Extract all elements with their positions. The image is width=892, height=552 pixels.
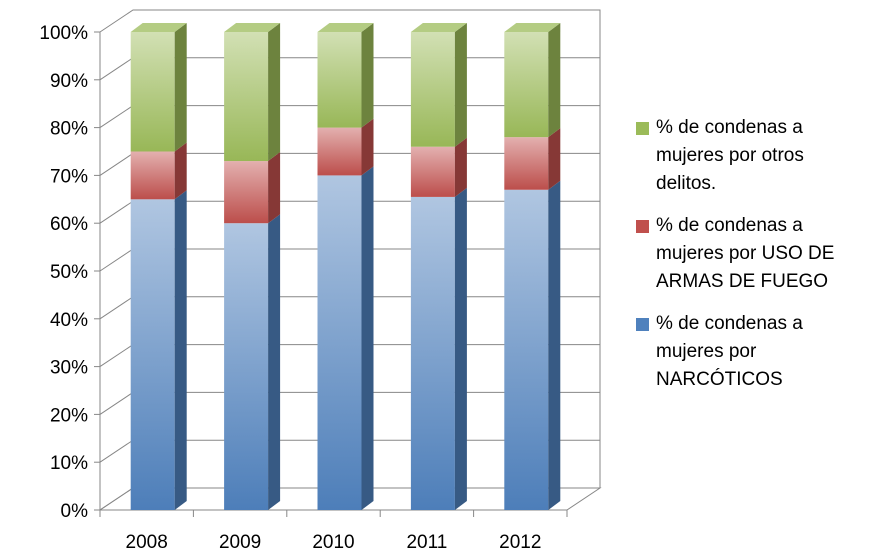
bar-side (268, 152, 281, 224)
bar-segment-2010-2 (317, 23, 374, 128)
bar-side (548, 180, 561, 511)
bar-front (224, 161, 269, 224)
y-tick-label: 30% (50, 358, 88, 379)
legend-swatch-narcoticos (636, 318, 649, 331)
bar-side (268, 23, 281, 162)
bar-front (130, 151, 175, 200)
x-tick-label: 2009 (219, 532, 261, 552)
bar-top (504, 23, 561, 32)
bar-side (454, 137, 467, 197)
bar-segment-2008-2 (130, 23, 187, 152)
bar-segment-2008-0 (130, 190, 187, 511)
bar-side (174, 23, 187, 152)
bar-side (174, 142, 187, 200)
y-tick-label: 40% (50, 310, 88, 331)
legend-item-armas: % de condenas a mujeres por USO DE ARMAS… (636, 212, 886, 296)
bar-side (361, 166, 374, 510)
bar-front (504, 189, 549, 511)
bar-front (410, 32, 455, 147)
bar-top (317, 23, 374, 32)
bar-side (548, 23, 561, 138)
bar-segment-2012-1 (504, 128, 561, 190)
x-tick-label: 2008 (126, 532, 168, 552)
bar-side (361, 23, 374, 128)
bar-front (130, 32, 175, 152)
y-axis-tick-labels: 0% 10% 20% 30% 40% 50% 60% 70% 80% 90% 100% (39, 23, 88, 522)
bar-front (317, 175, 362, 510)
y-tick-label: 0% (61, 501, 89, 522)
legend-label-line: ARMAS DE FUEGO (656, 271, 829, 292)
bars (130, 23, 561, 511)
bar-top (410, 23, 467, 32)
bar-side (361, 118, 374, 176)
bar-front (504, 137, 549, 190)
y-tick-label: 10% (50, 453, 88, 474)
bar-segment-2008-1 (130, 142, 187, 200)
legend-label-line: NARCÓTICOS (656, 369, 783, 390)
bar-side (454, 23, 467, 147)
legend-item-narcoticos: % de condenas a mujeres por NARCÓTICOS (636, 310, 886, 394)
y-tick-label: 80% (50, 119, 88, 140)
legend-label-line: % de condenas a (656, 313, 803, 334)
y-tick-label: 90% (50, 71, 88, 92)
bar-front (410, 196, 455, 510)
x-tick-label: 2011 (406, 532, 447, 552)
bar-top (224, 23, 281, 32)
legend-label-line: mujeres por (656, 341, 757, 362)
bar-side (454, 187, 467, 510)
bar-front (410, 146, 455, 197)
legend-swatch-armas (636, 220, 649, 233)
legend-label-line: mujeres por USO DE (656, 243, 835, 264)
bar-segment-2011-0 (410, 187, 467, 510)
bar-segment-2011-1 (410, 137, 467, 197)
bar-front (130, 199, 175, 511)
bar-segment-2009-2 (224, 23, 281, 162)
x-axis-tick-labels: 2008 2009 2010 2011 2012 (126, 532, 542, 552)
bar-front (504, 32, 549, 138)
legend-label-line: % de condenas a (656, 215, 803, 236)
bar-side (174, 190, 187, 511)
bar-segment-2009-0 (224, 214, 281, 510)
y-tick-label: 50% (50, 262, 88, 283)
bar-top (130, 23, 187, 32)
y-tick-label: 70% (50, 166, 88, 187)
bar-front (224, 223, 269, 510)
bar-segment-2009-1 (224, 152, 281, 224)
bar-segment-2010-1 (317, 118, 374, 176)
legend-item-otros: % de condenas a mujeres por otros delito… (636, 114, 886, 198)
legend: % de condenas a mujeres por otros delito… (636, 114, 886, 408)
y-tick-label: 60% (50, 214, 88, 235)
legend-swatch-otros (636, 122, 649, 135)
legend-label-line: mujeres por otros (656, 145, 804, 166)
bar-segment-2012-0 (504, 180, 561, 511)
gridline (99, 9, 600, 33)
bar-segment-2011-2 (410, 23, 467, 147)
bar-front (317, 127, 362, 176)
bar-side (268, 214, 281, 510)
legend-label-line: % de condenas a (656, 117, 803, 138)
bar-segment-2012-2 (504, 23, 561, 138)
legend-label-line: delitos. (656, 173, 717, 194)
x-tick-label: 2010 (312, 532, 354, 552)
y-tick-label: 20% (50, 405, 88, 426)
x-tick-label: 2012 (499, 532, 541, 552)
y-tick-label: 100% (39, 23, 88, 44)
bar-front (317, 32, 362, 128)
bar-segment-2010-0 (317, 166, 374, 510)
bar-front (224, 32, 269, 162)
bar-side (548, 128, 561, 190)
